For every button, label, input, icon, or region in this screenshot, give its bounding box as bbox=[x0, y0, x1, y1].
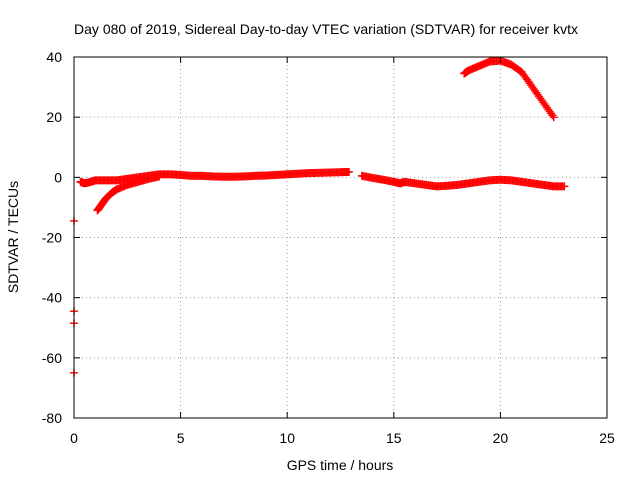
data-point bbox=[548, 111, 557, 120]
y-tick-label: -80 bbox=[42, 410, 62, 426]
series-second-track bbox=[357, 171, 569, 191]
y-tick-label: 20 bbox=[46, 109, 62, 125]
data-point bbox=[560, 182, 569, 191]
y-tick-label: -60 bbox=[42, 350, 62, 366]
grid-lines bbox=[74, 57, 607, 418]
y-tick-label: 40 bbox=[46, 49, 62, 65]
x-tick-label: 5 bbox=[177, 430, 185, 446]
x-tick-label: 15 bbox=[386, 430, 402, 446]
data-point bbox=[155, 172, 164, 181]
x-tick-label: 0 bbox=[70, 430, 78, 446]
data-point bbox=[549, 113, 558, 122]
series-converging-track bbox=[93, 172, 164, 215]
y-tick-label: 0 bbox=[54, 169, 62, 185]
data-points bbox=[70, 56, 569, 377]
plot-frame bbox=[73, 56, 608, 419]
y-axis-label: SDTVAR / TECUs bbox=[5, 181, 21, 293]
x-axis-label: GPS time / hours bbox=[287, 457, 394, 473]
series-upper-track bbox=[460, 56, 558, 122]
y-tick-label: -20 bbox=[42, 230, 62, 246]
data-point bbox=[345, 167, 354, 176]
x-tick-label: 10 bbox=[279, 430, 295, 446]
x-tick-label: 25 bbox=[599, 430, 615, 446]
y-tick-label: -40 bbox=[42, 290, 62, 306]
axis-ticks bbox=[73, 56, 608, 419]
y-tick-labels: -80 -60 -40 -20 0 20 40 bbox=[42, 49, 62, 426]
x-tick-labels: 0 5 10 15 20 25 bbox=[70, 430, 615, 446]
chart-title: Day 080 of 2019, Sidereal Day-to-day VTE… bbox=[74, 21, 578, 37]
series-main-track bbox=[76, 167, 354, 188]
x-tick-label: 20 bbox=[493, 430, 509, 446]
